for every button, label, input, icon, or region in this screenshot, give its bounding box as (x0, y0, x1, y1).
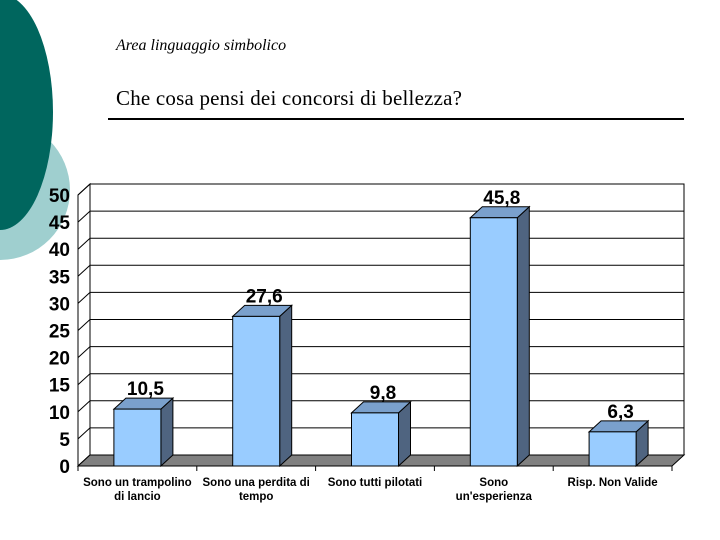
x-tick-label: Sono (479, 477, 508, 489)
bar-side (160, 396, 174, 468)
y-tick-label: 0 (59, 457, 70, 478)
gridline-side (77, 346, 91, 358)
decor-dark-circle (0, 0, 53, 230)
y-tick-label: 5 (59, 430, 70, 451)
slide-subtitle: Area linguaggio simbolico (116, 37, 287, 54)
bar (351, 412, 399, 467)
y-tick-label: 15 (49, 376, 71, 397)
gridline-side (77, 400, 91, 413)
data-label: 6,3 (607, 402, 633, 423)
x-tick-label: Risp. Non Valide (568, 477, 658, 489)
bar (232, 315, 281, 467)
data-label: 27,6 (246, 286, 283, 307)
y-tick-label: 40 (49, 240, 70, 261)
y-tick-label: 50 (49, 186, 70, 207)
bar (469, 217, 518, 467)
gridline-side (77, 319, 91, 331)
gridline-side (77, 264, 91, 277)
y-tick-label: 20 (49, 349, 70, 370)
gridline-side (77, 237, 91, 250)
data-label: 45,8 (483, 188, 520, 209)
bar (113, 408, 162, 467)
gridline-side (77, 292, 91, 304)
gridline-side (77, 210, 91, 223)
bar (588, 431, 637, 467)
x-tick-label: di lancio (114, 491, 161, 503)
x-tick-label: un'esperienza (456, 491, 533, 503)
y-tick-label: 25 (49, 322, 71, 343)
gridline-side (77, 427, 91, 440)
x-tick-label: Sono tutti pilotati (328, 477, 423, 489)
data-label: 10,5 (127, 379, 164, 400)
data-label: 9,8 (370, 383, 396, 404)
bar-side (516, 205, 530, 468)
x-tick-label: Sono una perdita di (203, 477, 310, 489)
x-tick-label: tempo (239, 491, 274, 503)
y-tick-label: 35 (49, 267, 71, 288)
gridline-side (77, 373, 91, 386)
bar-side (279, 304, 293, 468)
slide-question: Che cosa pensi dei concorsi di bellezza? (116, 86, 463, 110)
x-tick-label: Sono un trampolino (83, 477, 192, 489)
y-tick-label: 30 (49, 294, 70, 315)
y-tick-label: 10 (49, 403, 70, 424)
title-divider (108, 118, 684, 120)
y-tick-label: 45 (49, 213, 71, 234)
